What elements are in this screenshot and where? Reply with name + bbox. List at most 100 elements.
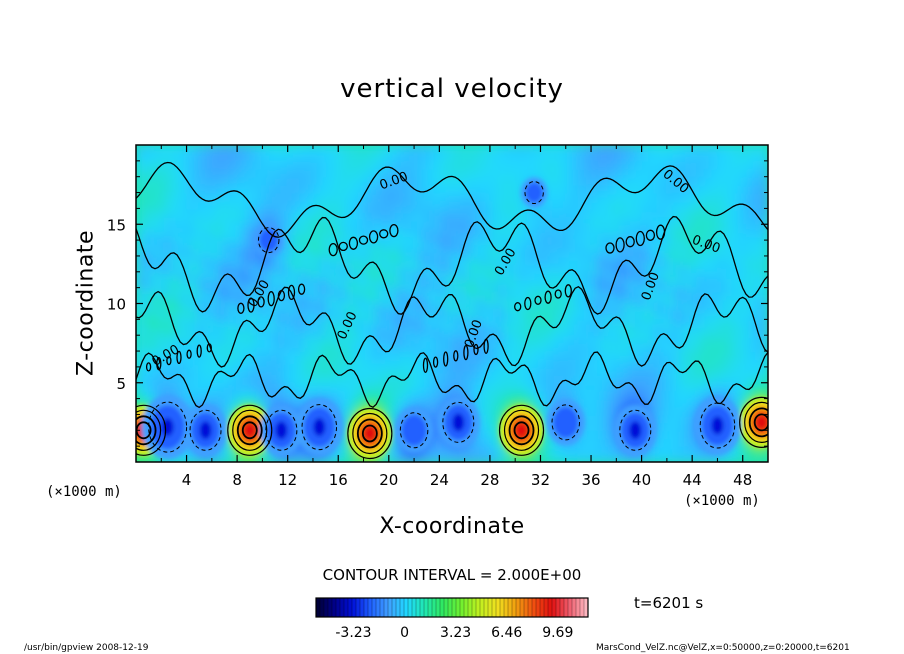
downdraft-center-8 [711, 416, 724, 435]
downdraft-contour-10 [524, 181, 544, 205]
colorbar-swatch [496, 598, 501, 617]
colorbar-swatch [356, 598, 361, 617]
colorbar-swatch [456, 598, 461, 617]
small-contour [432, 356, 439, 368]
colorbar-swatch [544, 598, 549, 617]
x-tick-label-1: 8 [232, 471, 242, 489]
small-contour [625, 236, 635, 248]
zero-contour-lines [136, 161, 768, 460]
zero-contour-low [136, 351, 768, 409]
x-tick-label-8: 36 [581, 471, 600, 489]
colorbar-swatch [332, 598, 337, 617]
small-contour [422, 357, 429, 373]
colorbar-swatch [560, 598, 565, 617]
y-axis-label: Z-coordinate [73, 230, 99, 376]
small-contour [635, 230, 645, 247]
small-contour [156, 357, 162, 371]
small-contour [615, 237, 625, 253]
x-tick-label-7: 32 [531, 471, 550, 489]
colorbar-swatch [500, 598, 505, 617]
chart-title: vertical velocity [340, 74, 564, 104]
small-contour [338, 241, 348, 252]
downdraft-contour-2 [265, 409, 298, 451]
colorbar-swatch [444, 598, 449, 617]
colorbar-swatch [568, 598, 573, 617]
colorbar-swatch [420, 598, 425, 617]
x-tick-label-5: 24 [430, 471, 449, 489]
small-contour [483, 338, 489, 354]
colorbar-swatch [380, 598, 385, 617]
colorbar-swatch [408, 598, 413, 617]
colorbar-swatch [336, 598, 341, 617]
updraft-contour-2 [356, 418, 383, 449]
zero-contour-mid [136, 285, 768, 368]
updraft-contour-1 [232, 409, 268, 451]
small-contour [368, 230, 379, 244]
colorbar-swatch [508, 598, 513, 617]
colorbar-swatch [488, 598, 493, 617]
small-contour [605, 242, 615, 254]
colorbar-swatch [520, 598, 525, 617]
colorbar-swatch [528, 598, 533, 617]
updraft-cell-2 [363, 426, 376, 441]
downdraft-contour-0 [148, 401, 188, 453]
colorbar-swatch [400, 598, 405, 617]
small-contour [186, 349, 192, 359]
updraft-contour-2 [347, 407, 393, 460]
colorbar-swatch [320, 598, 325, 617]
small-contour [544, 290, 552, 304]
small-contour [524, 296, 532, 311]
small-contour [473, 343, 479, 356]
small-contour [564, 284, 572, 298]
x-tick-label-11: 48 [733, 471, 752, 489]
colorbar-swatch [452, 598, 457, 617]
colorbar-swatch [348, 598, 353, 617]
colorbar-swatch [424, 598, 429, 617]
colorbar-swatch [448, 598, 453, 617]
colorbar-swatch [504, 598, 509, 617]
colorbar-swatch [368, 598, 373, 617]
small-contour [655, 224, 666, 240]
colorbar-swatch [428, 598, 433, 617]
colorbar-swatch [432, 598, 437, 617]
small-contour [166, 355, 172, 366]
colorbar-frame [315, 597, 589, 618]
updraft-contour-4 [748, 407, 768, 438]
contour-interval-text: CONTOUR INTERVAL = 2.000E+00 [322, 566, 582, 584]
downdraft-core-10 [525, 182, 543, 203]
colorbar-swatch [436, 598, 441, 617]
colorbar-swatch [372, 598, 377, 617]
x-tick-label-0: 4 [182, 471, 192, 489]
colorbar-swatch [396, 598, 401, 617]
colorbar-swatch [492, 598, 497, 617]
small-contour [176, 350, 182, 365]
x-axis-label: X-coordinate [379, 514, 525, 539]
x-tick-label-10: 44 [683, 471, 702, 489]
updraft-contour-2 [352, 412, 388, 455]
downdraft-core-4 [401, 414, 427, 446]
colorbar-swatch [472, 598, 477, 617]
updraft-cell-3 [515, 423, 528, 438]
downdraft-center-2 [275, 421, 288, 440]
updraft-cell-4 [755, 415, 768, 430]
small-contour [247, 297, 255, 313]
colorbar-tick-label-4: 9.69 [542, 625, 573, 641]
footer-source: MarsCond_VelZ.nc@VelZ,x=0:50000,z=0:2000… [596, 643, 850, 653]
y-tick-label-2: 15 [107, 216, 126, 234]
updraft-contour-4 [744, 401, 768, 443]
downdraft-center-7 [629, 421, 642, 440]
colorbar-swatch [328, 598, 333, 617]
downdraft-contour-9 [257, 227, 280, 254]
colorbar-swatch [480, 598, 485, 617]
downdraft-contour-7 [619, 409, 652, 451]
x-tick-label-9: 40 [632, 471, 651, 489]
colorbar-swatch [416, 598, 421, 617]
colorbar-tick-label-2: 3.23 [440, 625, 471, 641]
downdraft-contour-5 [442, 401, 475, 443]
colorbar-swatch [364, 598, 369, 617]
contour-labels: 0.000.000.000.000.000.000.000.000.00 [150, 167, 723, 370]
colorbar-swatch [512, 598, 517, 617]
updraft-contour-1 [241, 421, 258, 440]
